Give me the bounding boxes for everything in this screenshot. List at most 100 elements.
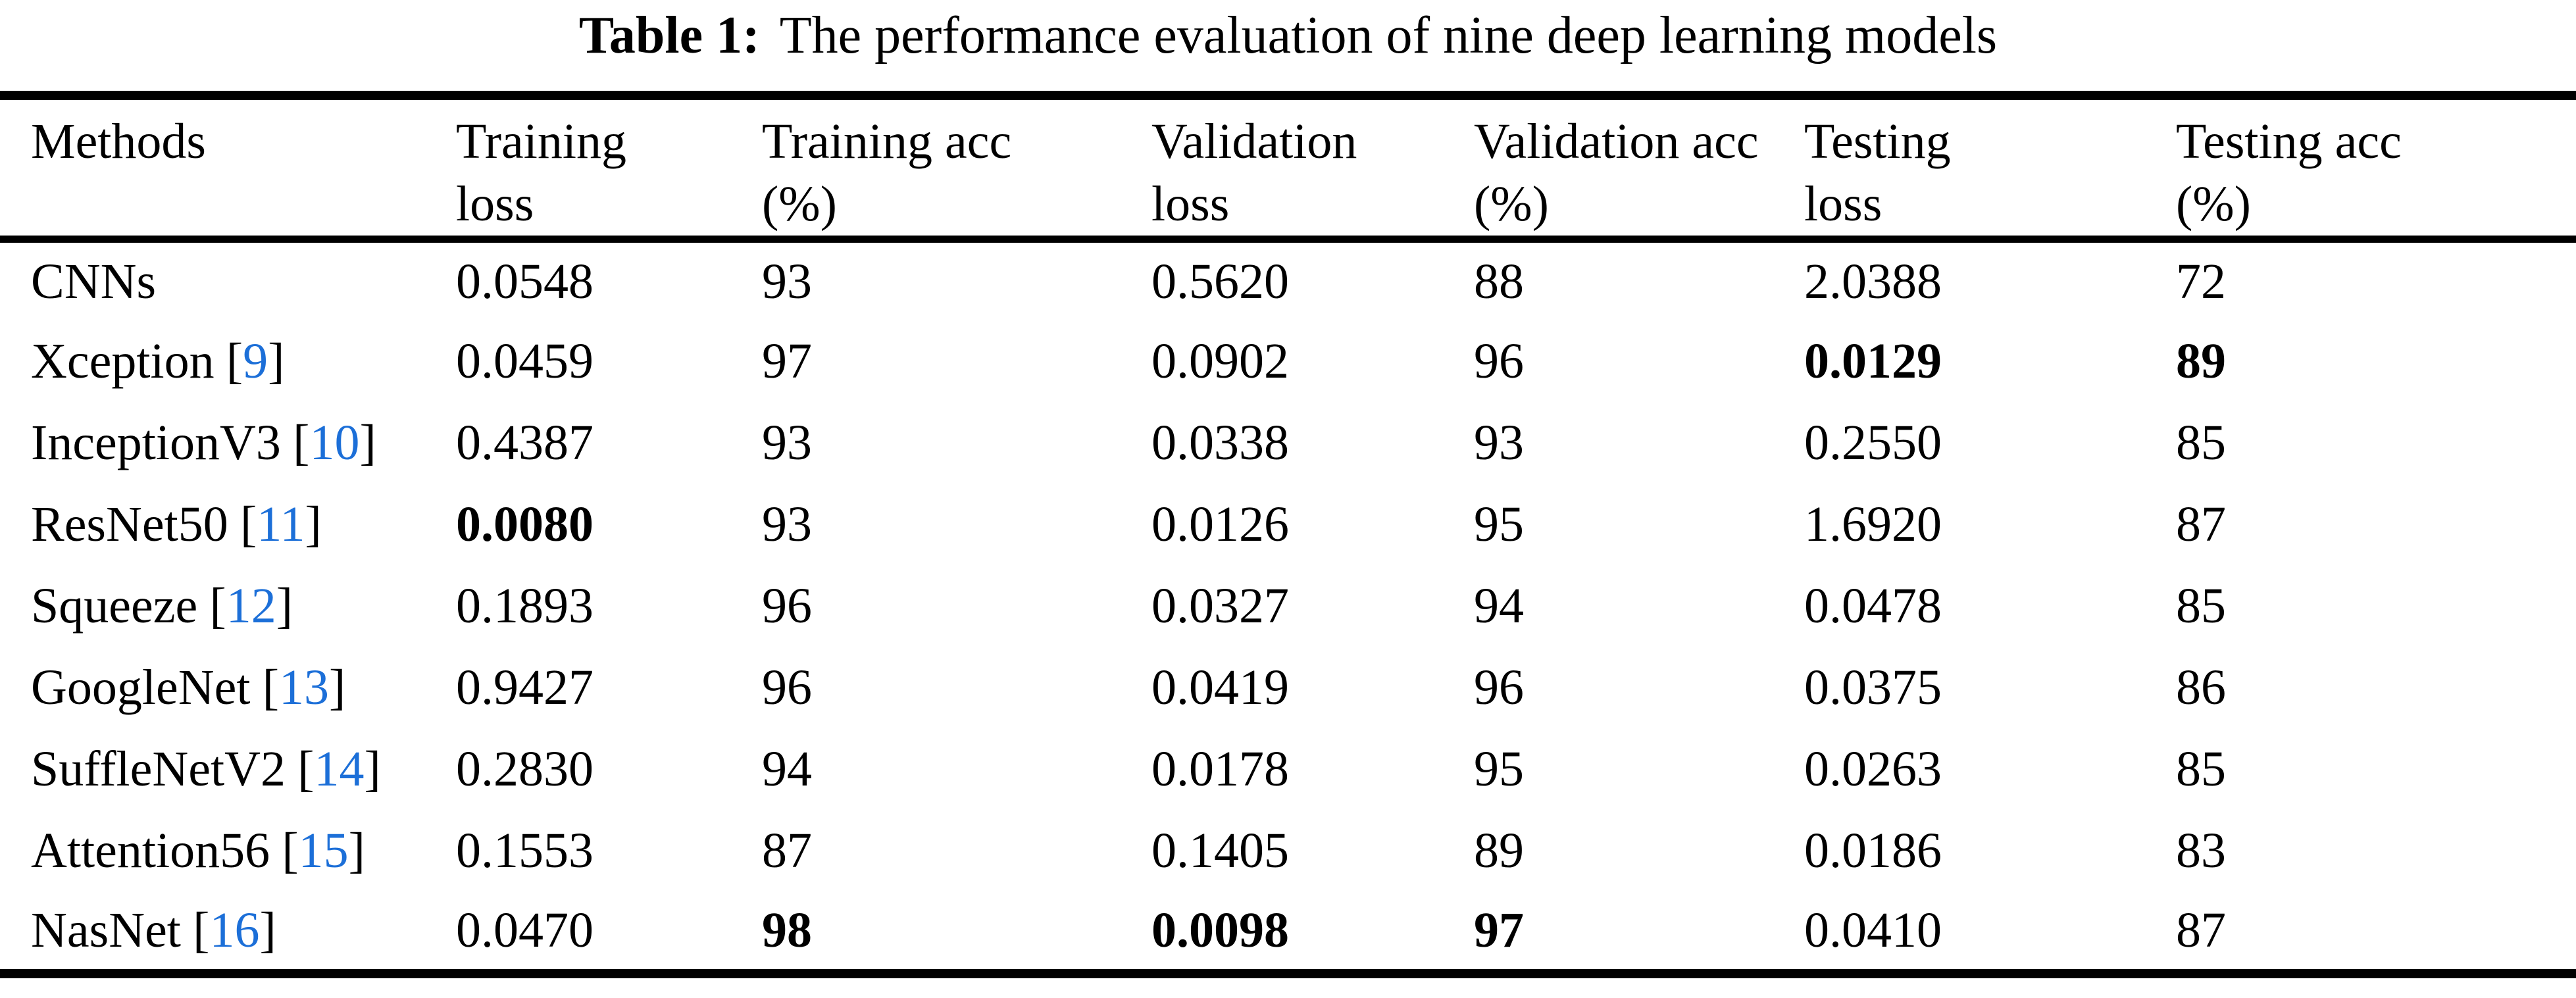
citation-number: 9 — [243, 334, 268, 389]
method-cell: GoogleNet [13] — [0, 647, 425, 729]
method-cell: InceptionV3 [10] — [0, 403, 425, 484]
method-name: Xception — [31, 334, 215, 389]
column-header-validation-loss: Validation loss — [1121, 95, 1443, 243]
cell-value: 86 — [2176, 660, 2226, 715]
citation-bracket-close: ] — [348, 823, 365, 878]
table-caption-text: The performance evaluation of nine deep … — [779, 7, 1998, 64]
value-cell: 0.1893 — [425, 566, 731, 647]
cell-value: 0.0478 — [1804, 578, 1942, 634]
cell-value: 87 — [2176, 902, 2226, 958]
cell-value: 83 — [2176, 823, 2226, 878]
method-cell: CNNs — [0, 239, 425, 321]
citation-link[interactable]: [16] — [193, 903, 276, 958]
citation-bracket-open: [ — [262, 660, 280, 715]
cell-value: 0.0129 — [1804, 334, 1942, 389]
citation-number: 13 — [279, 660, 330, 715]
cell-value: 0.0098 — [1151, 902, 1289, 958]
citation-number: 10 — [309, 415, 360, 470]
cell-value: 0.0327 — [1151, 578, 1289, 634]
cell-value: 0.0338 — [1151, 415, 1289, 470]
column-header-line1: Validation — [1151, 114, 1357, 169]
cell-value: 96 — [762, 578, 812, 634]
table-row: InceptionV3 [10] 0.4387 93 0.0338 93 0.2550 85 — [0, 403, 2576, 484]
cell-value: 0.0410 — [1804, 902, 1942, 958]
column-header-line2: loss — [1804, 176, 1882, 232]
value-cell: 0.0338 — [1121, 403, 1443, 484]
cell-value: 93 — [1474, 415, 1524, 470]
value-cell: 96 — [1443, 321, 1773, 403]
cell-value: 0.0459 — [456, 334, 593, 389]
value-cell: 86 — [2145, 647, 2576, 729]
cell-value: 0.0263 — [1804, 741, 1942, 797]
cell-value: 94 — [1474, 578, 1524, 634]
column-header-testing-acc: Testing acc (%) — [2145, 95, 2576, 243]
cell-value: 96 — [762, 660, 812, 715]
cell-value: 85 — [2176, 741, 2226, 797]
citation-link[interactable]: [14] — [297, 741, 381, 797]
cell-value: 0.9427 — [456, 660, 593, 715]
method-cell: NasNet [16] — [0, 892, 425, 974]
cell-value: 88 — [1474, 253, 1524, 309]
citation-link[interactable]: [11] — [240, 497, 322, 552]
cell-value: 96 — [1474, 334, 1524, 389]
column-header-testing-loss: Testing loss — [1773, 95, 2145, 243]
value-cell: 96 — [1443, 647, 1773, 729]
citation-number: 16 — [209, 902, 260, 958]
citation-number: 12 — [226, 578, 276, 634]
cell-value: 95 — [1474, 741, 1524, 797]
citation-bracket-open: [ — [293, 415, 310, 470]
method-name: SuffleNetV2 — [31, 741, 286, 797]
column-header-line1: Training acc — [762, 114, 1012, 169]
method-cell: Xception [9] — [0, 321, 425, 403]
method-cell: Attention56 [15] — [0, 811, 425, 892]
cell-value: 0.0902 — [1151, 334, 1289, 389]
cell-value: 95 — [1474, 497, 1524, 552]
column-header-line2: (%) — [762, 176, 837, 232]
citation-bracket-close: ] — [329, 660, 346, 715]
table-row: SuffleNetV2 [14] 0.2830 94 0.0178 95 0.0263 85 — [0, 729, 2576, 811]
column-header-line1: Training — [456, 114, 627, 169]
cell-value: 98 — [762, 902, 812, 958]
citation-link[interactable]: [10] — [293, 415, 376, 470]
value-cell: 87 — [2145, 892, 2576, 974]
cell-value: 0.0419 — [1151, 660, 1289, 715]
column-header-training-loss: Training loss — [425, 95, 731, 243]
value-cell: 93 — [1443, 403, 1773, 484]
citation-link[interactable]: [15] — [282, 823, 365, 878]
cell-value: 1.6920 — [1804, 497, 1942, 552]
value-cell: 0.0478 — [1773, 566, 2145, 647]
value-cell: 0.0178 — [1121, 729, 1443, 811]
value-cell: 0.0470 — [425, 892, 731, 974]
value-cell: 0.0375 — [1773, 647, 2145, 729]
method-cell: SuffleNetV2 [14] — [0, 729, 425, 811]
cell-value: 87 — [2176, 497, 2226, 552]
cell-value: 97 — [1474, 902, 1524, 958]
value-cell: 94 — [731, 729, 1121, 811]
method-name: CNNs — [31, 253, 157, 309]
cell-value: 72 — [2176, 253, 2226, 309]
value-cell: 93 — [731, 403, 1121, 484]
citation-bracket-close: ] — [268, 334, 285, 389]
value-cell: 96 — [731, 566, 1121, 647]
cell-value: 0.0126 — [1151, 497, 1289, 552]
citation-bracket-open: [ — [193, 902, 210, 958]
value-cell: 2.0388 — [1773, 239, 2145, 321]
cell-value: 0.1405 — [1151, 823, 1289, 878]
value-cell: 88 — [1443, 239, 1773, 321]
citation-link[interactable]: [9] — [226, 334, 285, 389]
method-cell: ResNet50 [11] — [0, 484, 425, 566]
column-header-validation-acc: Validation acc (%) — [1443, 95, 1773, 243]
value-cell: 98 — [731, 892, 1121, 974]
citation-link[interactable]: [13] — [263, 660, 346, 715]
value-cell: 93 — [731, 239, 1121, 321]
cell-value: 0.0080 — [456, 497, 593, 552]
cell-value: 0.2830 — [456, 741, 593, 797]
value-cell: 0.0459 — [425, 321, 731, 403]
value-cell: 89 — [1443, 811, 1773, 892]
citation-bracket-close: ] — [305, 497, 322, 552]
value-cell: 85 — [2145, 566, 2576, 647]
cell-value: 85 — [2176, 415, 2226, 470]
value-cell: 0.0080 — [425, 484, 731, 566]
citation-link[interactable]: [12] — [209, 578, 293, 634]
